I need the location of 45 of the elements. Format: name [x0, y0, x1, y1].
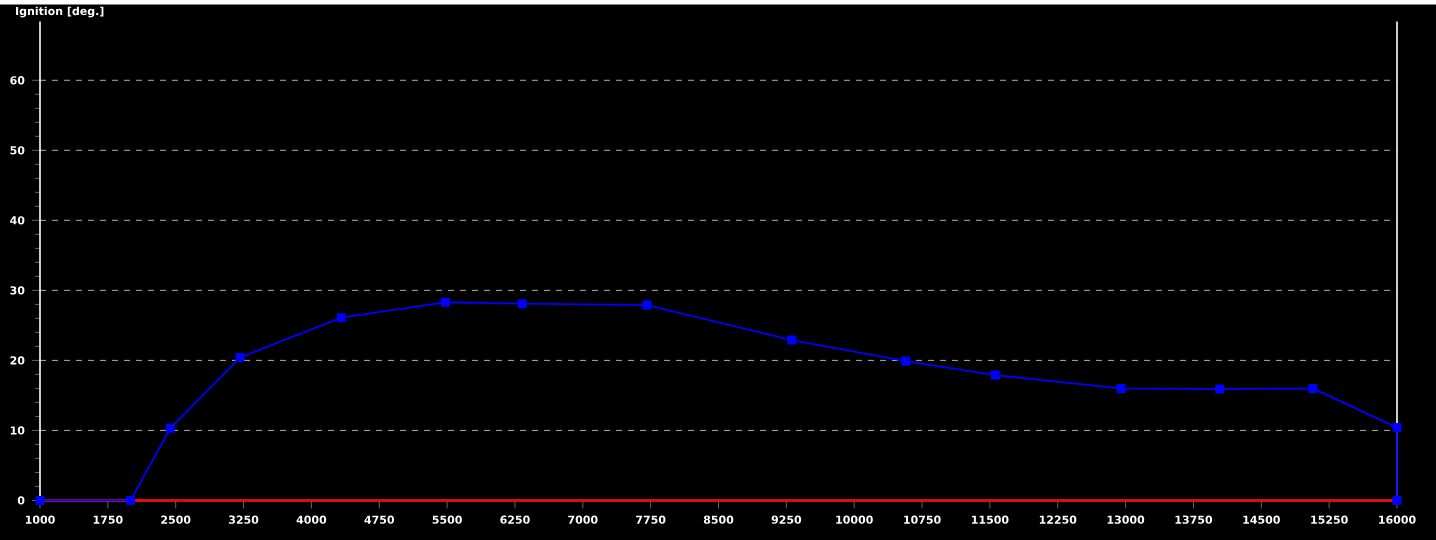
x-tick-label: 11500 [972, 515, 1009, 524]
x-tick-label: 16000 [1379, 515, 1416, 524]
x-tick-label: 6250 [500, 515, 530, 524]
point [642, 300, 652, 310]
point [787, 335, 797, 345]
point [35, 495, 45, 505]
x-tick-label: 4750 [364, 515, 395, 524]
point [336, 312, 346, 322]
x-tick-label: 12250 [1039, 515, 1077, 524]
x-tick-label: 2500 [161, 515, 191, 524]
x-tick-label: 3250 [228, 515, 259, 524]
point [517, 298, 527, 308]
y-axis-title: Ignition [deg.] [16, 6, 104, 18]
x-tick-label: 8500 [703, 515, 734, 524]
point [990, 370, 1000, 380]
x-tick-label: 15250 [1311, 515, 1348, 524]
x-tick-label: 1750 [93, 515, 123, 524]
y-tick-label: 10 [10, 426, 25, 435]
x-tick-label: 10000 [836, 515, 873, 524]
point [1215, 384, 1225, 394]
x-tick-label: 7000 [568, 515, 598, 524]
point [125, 495, 135, 505]
x-tick-label: 4000 [296, 515, 327, 524]
x-tick-label: 7750 [636, 515, 666, 524]
x-tick-label: 13750 [1175, 515, 1213, 524]
y-tick-label: 60 [10, 75, 25, 85]
y-tick-label: 40 [10, 215, 25, 225]
point [901, 356, 911, 366]
x-tick-label: 14500 [1243, 515, 1280, 524]
point [1116, 383, 1126, 393]
x-tick-label: 5500 [432, 515, 462, 524]
x-tick-label: 1000 [25, 515, 55, 524]
point [1392, 422, 1402, 432]
y-tick-label: 20 [10, 356, 25, 365]
y-tick-label: 50 [10, 145, 25, 155]
point [1308, 383, 1318, 393]
point [165, 423, 175, 433]
point [1392, 495, 1402, 505]
y-tick-label: 30 [10, 285, 25, 295]
y-tick-label: 0 [17, 496, 25, 505]
x-tick-label: 13000 [1107, 515, 1145, 524]
x-tick-label: 10750 [904, 515, 941, 524]
x-tick-label: 9250 [771, 515, 802, 524]
point [235, 352, 245, 362]
point [440, 297, 450, 307]
